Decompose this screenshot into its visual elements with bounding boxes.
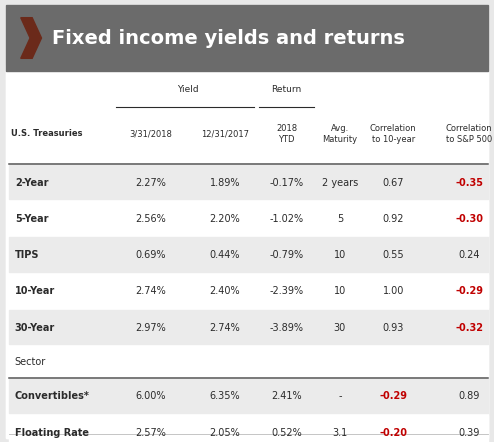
Text: U.S. Treasuries: U.S. Treasuries (11, 130, 82, 138)
Text: 5: 5 (337, 214, 343, 224)
Text: 30: 30 (334, 323, 346, 332)
Text: -0.30: -0.30 (455, 214, 483, 224)
Text: 2.41%: 2.41% (271, 392, 302, 401)
Text: Floating Rate: Floating Rate (15, 428, 89, 438)
Text: 3/31/2018: 3/31/2018 (129, 130, 172, 138)
Text: 0.39: 0.39 (458, 428, 480, 438)
Text: 2.74%: 2.74% (209, 323, 240, 332)
Bar (9, 274, 488, 308)
Text: 0.69%: 0.69% (135, 250, 166, 260)
Text: Correlation
to S&P 500: Correlation to S&P 500 (446, 124, 493, 144)
Bar (9, 165, 488, 199)
Text: -: - (338, 392, 342, 401)
Text: 1.00: 1.00 (382, 286, 404, 296)
Text: 2.56%: 2.56% (135, 214, 166, 224)
Text: 10-Year: 10-Year (15, 286, 55, 296)
Text: 0.67: 0.67 (382, 178, 404, 187)
Text: -0.17%: -0.17% (269, 178, 304, 187)
Text: 6.35%: 6.35% (209, 392, 240, 401)
Text: 12/31/2017: 12/31/2017 (201, 130, 249, 138)
Text: 0.24: 0.24 (458, 250, 480, 260)
Text: -1.02%: -1.02% (269, 214, 304, 224)
Text: 0.55: 0.55 (382, 250, 404, 260)
Text: 2.57%: 2.57% (135, 428, 166, 438)
Text: -0.29: -0.29 (455, 286, 483, 296)
Bar (9, 379, 488, 413)
Text: -0.29: -0.29 (379, 392, 407, 401)
Text: 1.89%: 1.89% (209, 178, 240, 187)
Text: 2 years: 2 years (322, 178, 358, 187)
Text: 2.97%: 2.97% (135, 323, 166, 332)
Bar (6, 65, 488, 438)
Text: Fixed income yields and returns: Fixed income yields and returns (52, 29, 405, 47)
Text: -0.32: -0.32 (455, 323, 483, 332)
Text: -2.39%: -2.39% (269, 286, 304, 296)
Bar (9, 310, 488, 344)
Text: Yield: Yield (177, 85, 199, 94)
Text: -0.20: -0.20 (379, 428, 407, 438)
Text: -3.89%: -3.89% (270, 323, 303, 332)
Text: 2.74%: 2.74% (135, 286, 166, 296)
Text: 10: 10 (334, 250, 346, 260)
Text: 0.89: 0.89 (458, 392, 480, 401)
Text: 30-Year: 30-Year (15, 323, 55, 332)
Text: 6.00%: 6.00% (135, 392, 166, 401)
Bar (9, 201, 488, 236)
Text: Convertibles*: Convertibles* (15, 392, 90, 401)
Bar (9, 415, 488, 442)
Text: 2.20%: 2.20% (209, 214, 240, 224)
Text: Return: Return (271, 85, 302, 94)
Text: Sector: Sector (15, 358, 46, 367)
Text: Correlation
to 10-year: Correlation to 10-year (370, 124, 416, 144)
Text: TIPS: TIPS (15, 250, 40, 260)
Bar (9, 237, 488, 272)
Text: 2.05%: 2.05% (209, 428, 240, 438)
Text: 10: 10 (334, 286, 346, 296)
Text: 2018
YTD: 2018 YTD (276, 124, 297, 144)
Text: 0.92: 0.92 (382, 214, 404, 224)
Text: 5-Year: 5-Year (15, 214, 48, 224)
Text: 0.93: 0.93 (382, 323, 404, 332)
Text: -0.35: -0.35 (455, 178, 483, 187)
Bar (6, 5, 488, 71)
Text: 0.52%: 0.52% (271, 428, 302, 438)
Text: Avg.
Maturity: Avg. Maturity (322, 124, 358, 144)
Text: 3.1: 3.1 (332, 428, 347, 438)
Text: -0.79%: -0.79% (269, 250, 304, 260)
Polygon shape (21, 18, 41, 58)
Text: 0.44%: 0.44% (209, 250, 240, 260)
Text: 2-Year: 2-Year (15, 178, 48, 187)
Text: 2.40%: 2.40% (209, 286, 240, 296)
Text: 2.27%: 2.27% (135, 178, 166, 187)
